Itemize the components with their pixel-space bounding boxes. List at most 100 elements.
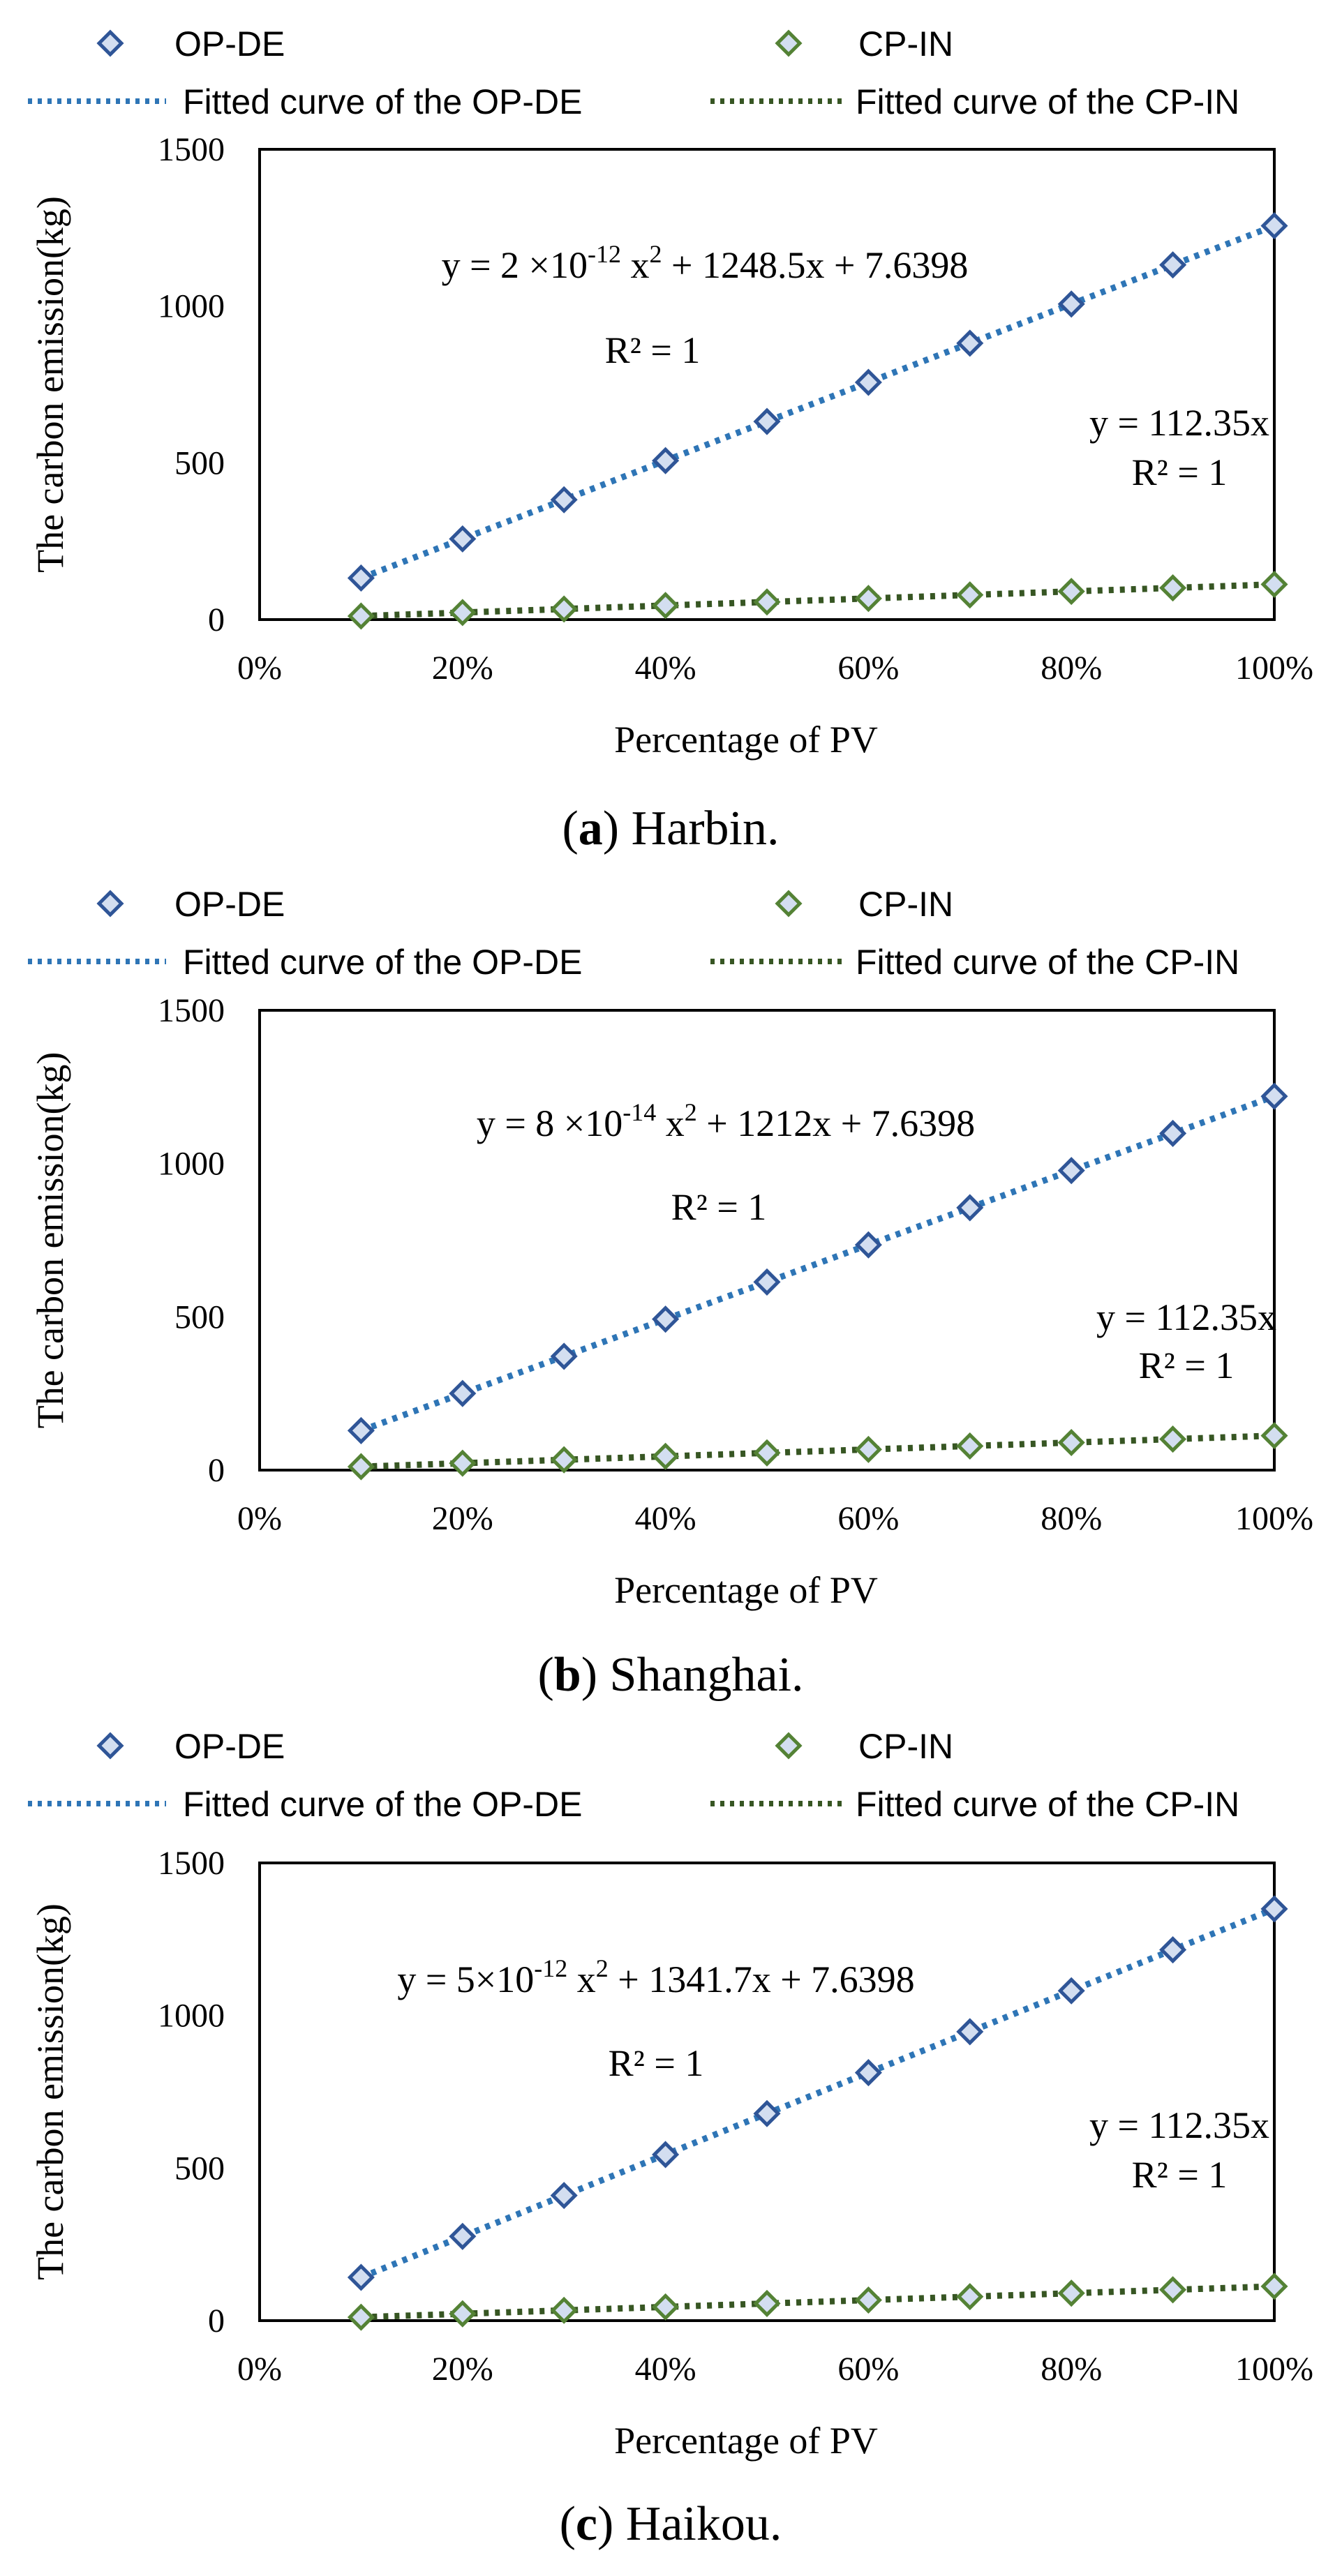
legend-cp-in-marker [775,29,803,57]
equation-op-de: y = 8 ×10-14 x2 + 1212x + 7.6398 [477,1098,975,1144]
y-tick-label: 1500 [158,992,225,1029]
op-de-point [550,1342,578,1370]
chart-panel-b: OP-DE CP-IN Fitted curve of the OP-DE Fitte… [28,885,1313,1702]
r-squared-cp-in: R² = 1 [1139,1345,1235,1386]
op-de-point [1159,1119,1187,1147]
op-de-point [1159,251,1187,279]
cp-in-point [1260,570,1288,599]
y-tick-label: 1000 [158,288,225,325]
x-tick-label: 20% [432,1500,493,1537]
x-tick-label: 0% [237,2351,282,2388]
y-axis-title: The carbon emission(kg) [29,196,71,573]
op-de-point [1260,212,1288,240]
y-tick-label: 500 [174,1298,225,1335]
fitted-curve-cp-in [361,1432,1275,1470]
op-de-point [449,1379,477,1407]
x-tick-label: 80% [1041,2351,1102,2388]
legend-op-de-label: OP-DE [174,1727,285,1766]
legend-op-de-marker [96,1732,124,1760]
legend-cp-in-label: CP-IN [858,885,953,924]
op-de-point [347,2263,375,2291]
cp-in-point [347,1453,375,1481]
cp-in-point [550,2296,578,2324]
r-squared-cp-in: R² = 1 [1132,451,1228,493]
panel-caption: (a) Harbin. [562,802,779,855]
cp-in-point [652,1442,680,1470]
r-squared-op-de: R² = 1 [605,329,701,371]
cp-in-point [956,2283,984,2311]
legend-cp-in-marker [775,890,803,918]
fitted-curve-cp-in [361,2283,1275,2321]
y-tick-label: 1500 [158,131,225,168]
legend-op-de-marker [96,890,124,918]
fitted-curve-cp-in [361,581,1275,620]
x-tick-label: 20% [432,650,493,687]
x-tick-label: 0% [237,1500,282,1537]
x-axis-title: Percentage of PV [614,719,878,761]
op-de-point [652,1305,680,1333]
op-de-point [550,2182,578,2210]
fitted-curve-op-de [359,1093,1276,1434]
op-de-point [753,407,781,435]
op-de-point [1159,1936,1187,1964]
equation-op-de: y = 5×10-12 x2 + 1341.7x + 7.6398 [397,1954,914,2000]
legend-cp-in-fit-label: Fitted curve of the CP-IN [856,1785,1239,1824]
x-tick-label: 40% [635,650,696,687]
x-tick-label: 20% [432,2351,493,2388]
cp-in-point [652,2293,680,2321]
cp-in-point [1057,578,1085,606]
op-de-point [956,1194,984,1222]
legend-op-de-label: OP-DE [174,885,285,924]
legend-op-de-fit-label: Fitted curve of the OP-DE [183,943,582,982]
r-squared-op-de: R² = 1 [609,2042,704,2084]
legend-cp-in-marker [775,1732,803,1760]
fitted-curve-op-de [359,1905,1276,2281]
x-tick-label: 100% [1235,650,1313,687]
op-de-point [1057,1157,1085,1185]
fitted-curve-op-de [359,223,1276,581]
y-axis-title: The carbon emission(kg) [29,1052,71,1429]
x-tick-label: 80% [1041,1500,1102,1537]
x-tick-label: 60% [837,1500,899,1537]
x-axis-title: Percentage of PV [614,2420,878,2462]
cp-in-point [956,1432,984,1460]
legend-op-de-fit-label: Fitted curve of the OP-DE [183,1785,582,1824]
cp-in-point [449,2300,477,2328]
op-de-point [652,447,680,474]
y-axis-title: The carbon emission(kg) [29,1903,71,2280]
op-de-point [652,2141,680,2169]
cp-in-point [1159,2276,1187,2304]
cp-in-point [1260,2272,1288,2300]
y-tick-label: 0 [208,2302,225,2339]
cp-in-point [652,592,680,620]
legend-cp-in-label: CP-IN [858,1727,953,1766]
cp-in-point [1159,1425,1187,1453]
x-tick-label: 80% [1041,650,1102,687]
equation-cp-in: y = 112.35x [1089,2104,1269,2146]
op-de-point [1057,1977,1085,2005]
cp-in-point [550,595,578,623]
op-de-point [1057,290,1085,318]
cp-in-point [1057,2279,1085,2307]
cp-in-point [449,1449,477,1477]
equation-op-de: y = 2 ×10-12 x2 + 1248.5x + 7.6398 [442,240,969,286]
op-de-point [854,1231,882,1259]
y-tick-label: 1000 [158,1146,225,1183]
r-squared-op-de: R² = 1 [671,1186,767,1228]
cp-in-point [347,2303,375,2331]
chart-panel-c: OP-DE CP-IN Fitted curve of the OP-DE Fitte… [28,1727,1313,2551]
cp-in-point [550,1446,578,1474]
plot-area [258,148,1276,621]
cp-in-point [753,1439,781,1467]
panel-caption: (c) Haikou. [560,2497,782,2551]
cp-in-point [347,602,375,630]
op-de-point [347,564,375,592]
plot-area [258,1009,1276,1472]
cp-in-point [956,581,984,609]
legend-op-de-label: OP-DE [174,24,285,63]
legend-cp-in-fit-label: Fitted curve of the CP-IN [856,943,1239,982]
cp-in-point [753,588,781,616]
legend-cp-in-label: CP-IN [858,24,953,63]
x-tick-label: 40% [635,1500,696,1537]
